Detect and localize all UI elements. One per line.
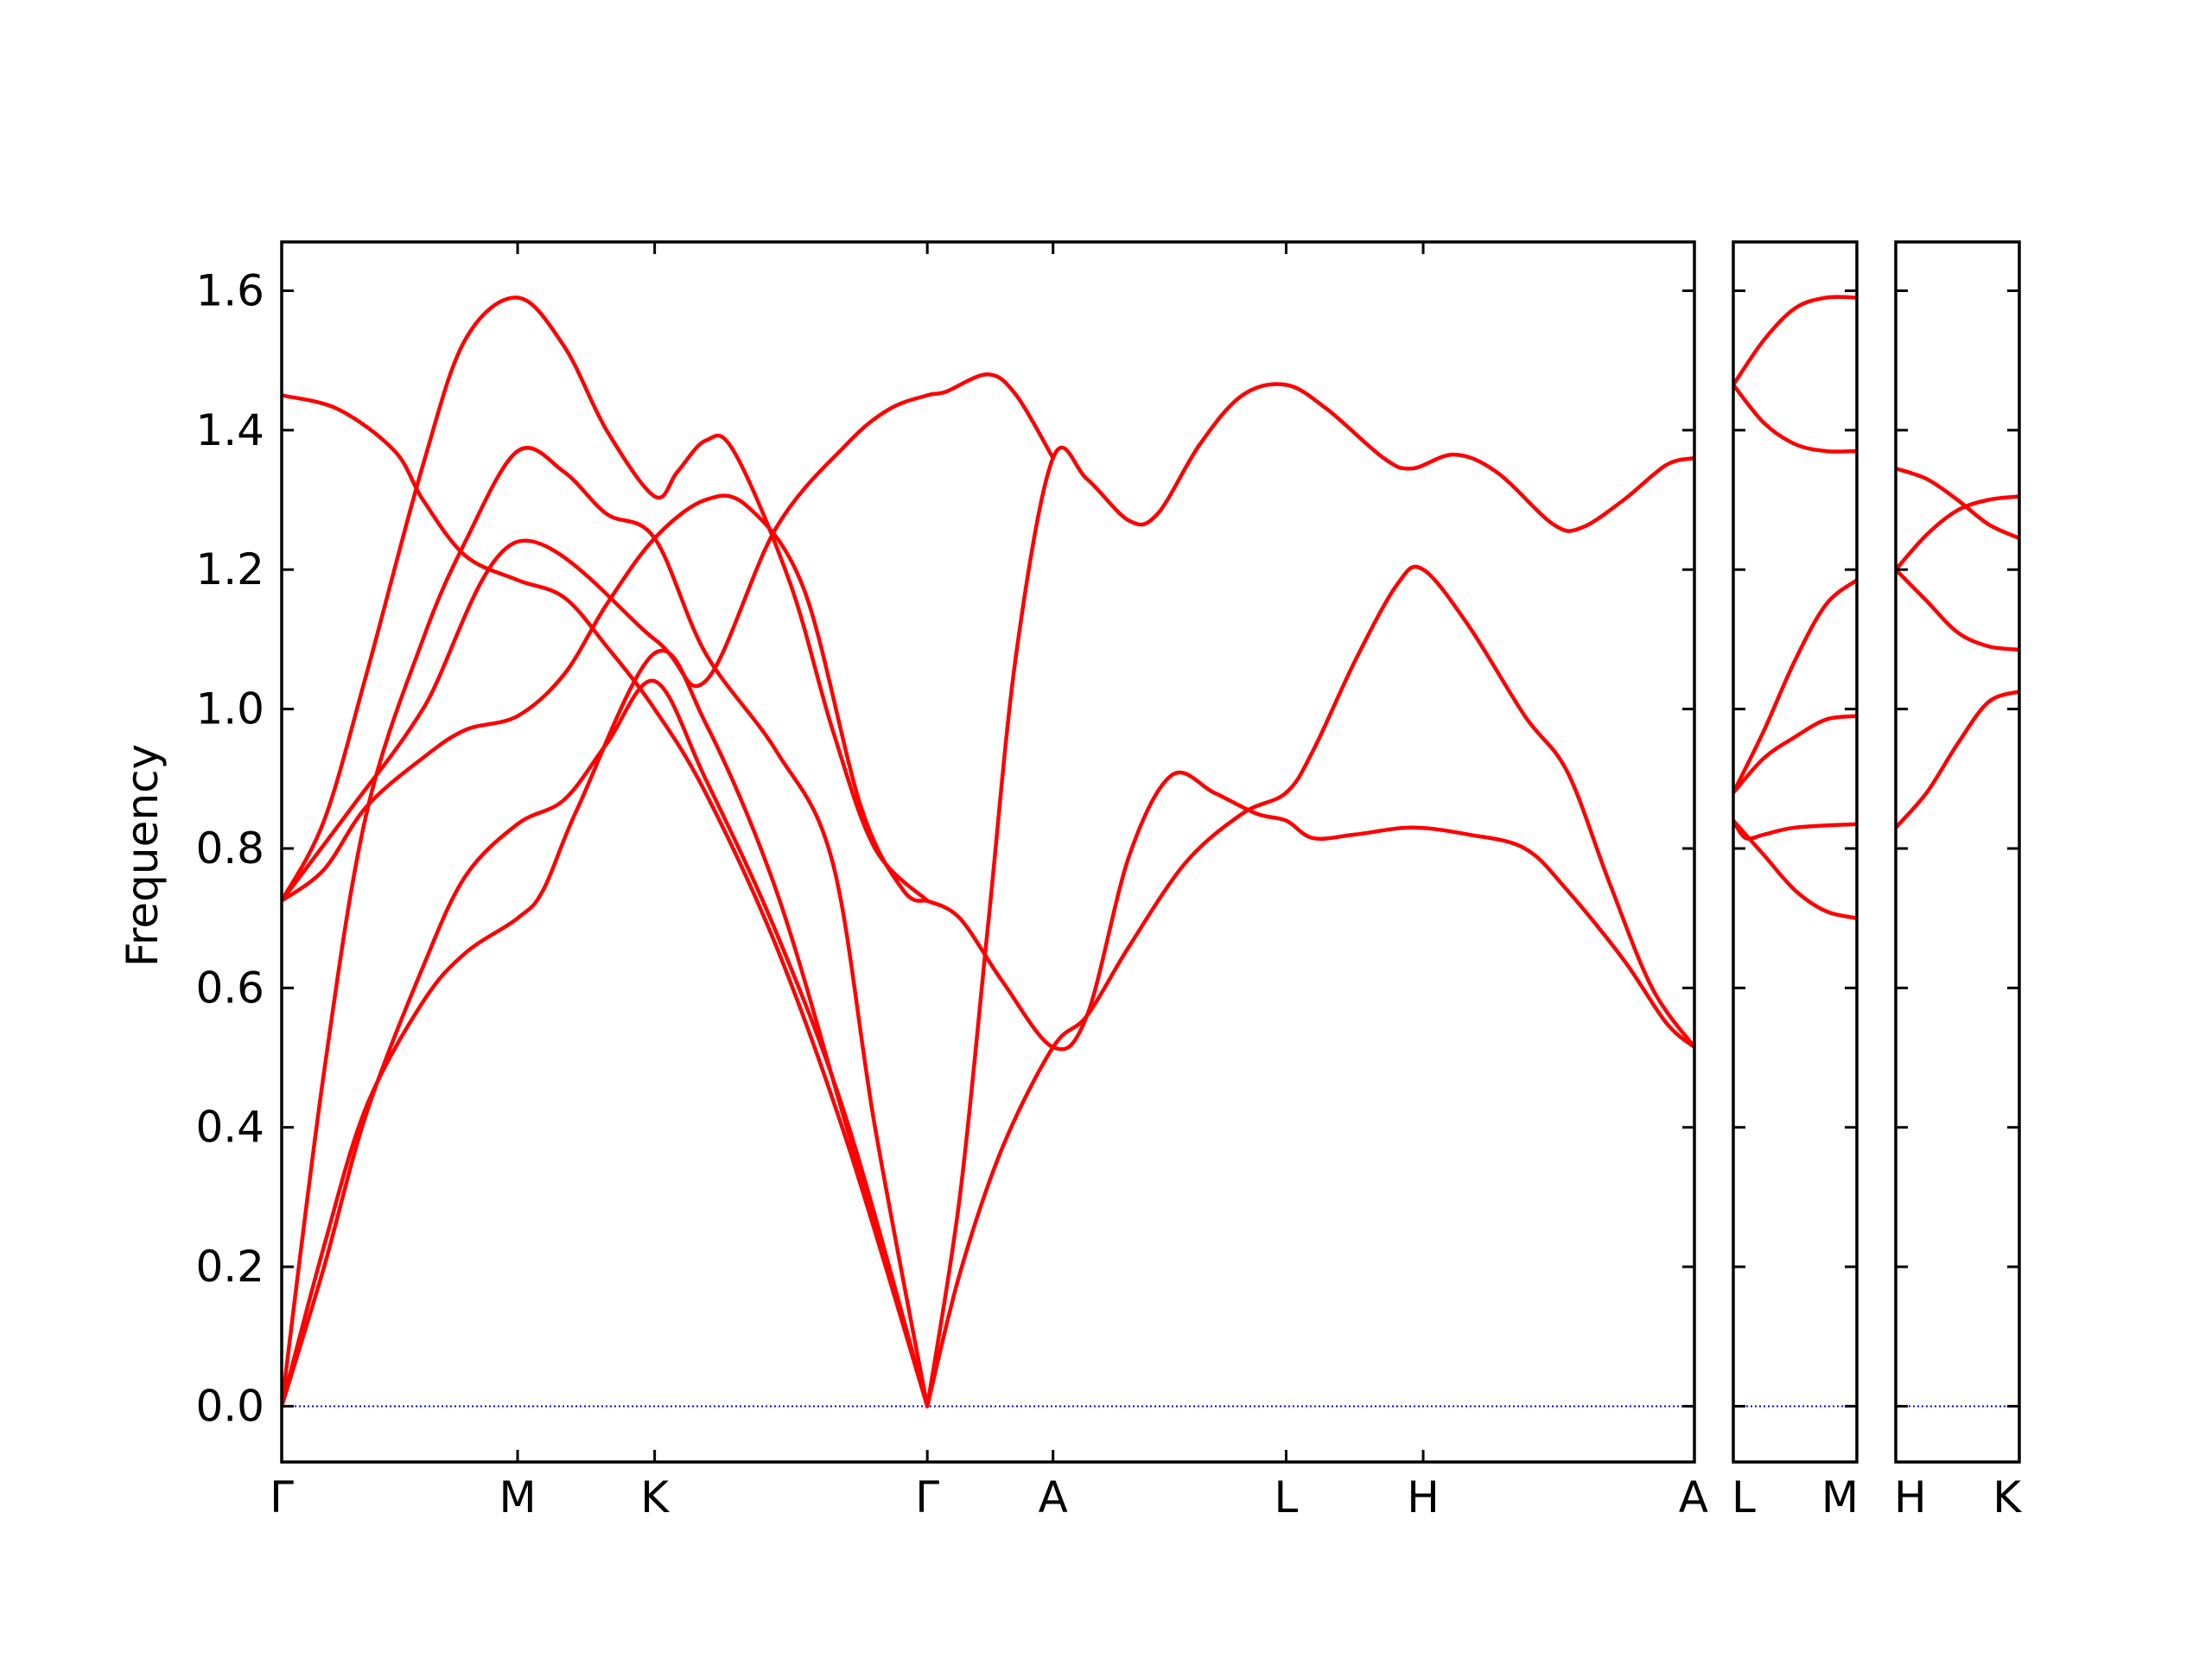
y-tick-label: 0.8: [195, 823, 264, 874]
y-tick-label: 1.6: [195, 265, 264, 315]
band-line-1: [1733, 295, 1857, 387]
band-line-3: [282, 446, 930, 1408]
band-line-3: [1733, 578, 1857, 795]
band-line-4: [1733, 714, 1857, 795]
panel-frame: [1894, 240, 2021, 1464]
x-tick-label: H: [1407, 1472, 1440, 1522]
band-line-7: [925, 564, 1694, 1408]
band-line-4: [1896, 690, 2019, 830]
band-line-4: [282, 493, 930, 903]
y-tick-label: 1.0: [195, 684, 264, 734]
band-line-9: [925, 770, 1694, 1052]
band-line-5: [1733, 818, 1857, 841]
x-tick-label: L: [1732, 1472, 1756, 1522]
y-axis-label: Frequency: [118, 744, 168, 967]
x-tick-label: L: [1274, 1472, 1299, 1522]
y-tick-label: 0.0: [195, 1381, 264, 1431]
x-tick-label: Γ: [915, 1472, 939, 1522]
band-line-1: [282, 648, 930, 1408]
x-tick-label: H: [1894, 1472, 1927, 1522]
band-line-6: [1733, 818, 1857, 920]
x-tick-label: M: [499, 1472, 536, 1522]
band-line-1: [1896, 466, 2019, 541]
band-line-2: [282, 678, 930, 1408]
y-tick-label: 1.4: [195, 405, 264, 455]
plot-layer: 0.00.20.40.60.81.01.21.41.6Γ M K Γ A L H A L M H K: [195, 240, 2022, 1522]
x-tick-label: Γ: [270, 1472, 294, 1522]
panel-1: 0.0 0.2 0.4 0.6 0.8 1.0 1.2 1.4 1.6 Γ M K Γ A L H A: [195, 240, 1708, 1522]
bands: [282, 296, 1694, 1408]
y-tick-label: 0.2: [195, 1242, 264, 1292]
panel-frame: [280, 240, 1696, 1464]
bands: [1733, 295, 1857, 920]
x-tick-label: A: [1679, 1472, 1708, 1522]
band-line-6: [282, 393, 930, 1408]
x-tick-label: A: [1039, 1472, 1068, 1522]
band-line-2: [1896, 494, 2019, 572]
band-line-3: [1896, 567, 2019, 652]
band-line-2: [1733, 383, 1857, 454]
band-line-10: [282, 372, 1055, 903]
panel-frame: [1732, 240, 1859, 1464]
band-line-8: [925, 382, 1694, 1408]
x-tick-label: K: [640, 1472, 670, 1522]
x-tick-label: M: [1821, 1472, 1859, 1522]
x-tick-label: K: [1993, 1472, 2022, 1522]
bands: [1896, 466, 2019, 830]
y-tick-label: 1.2: [195, 544, 264, 594]
y-tick-label: 0.6: [195, 963, 264, 1013]
y-tick-label: 0.4: [195, 1103, 264, 1153]
band-line-5: [282, 296, 930, 903]
